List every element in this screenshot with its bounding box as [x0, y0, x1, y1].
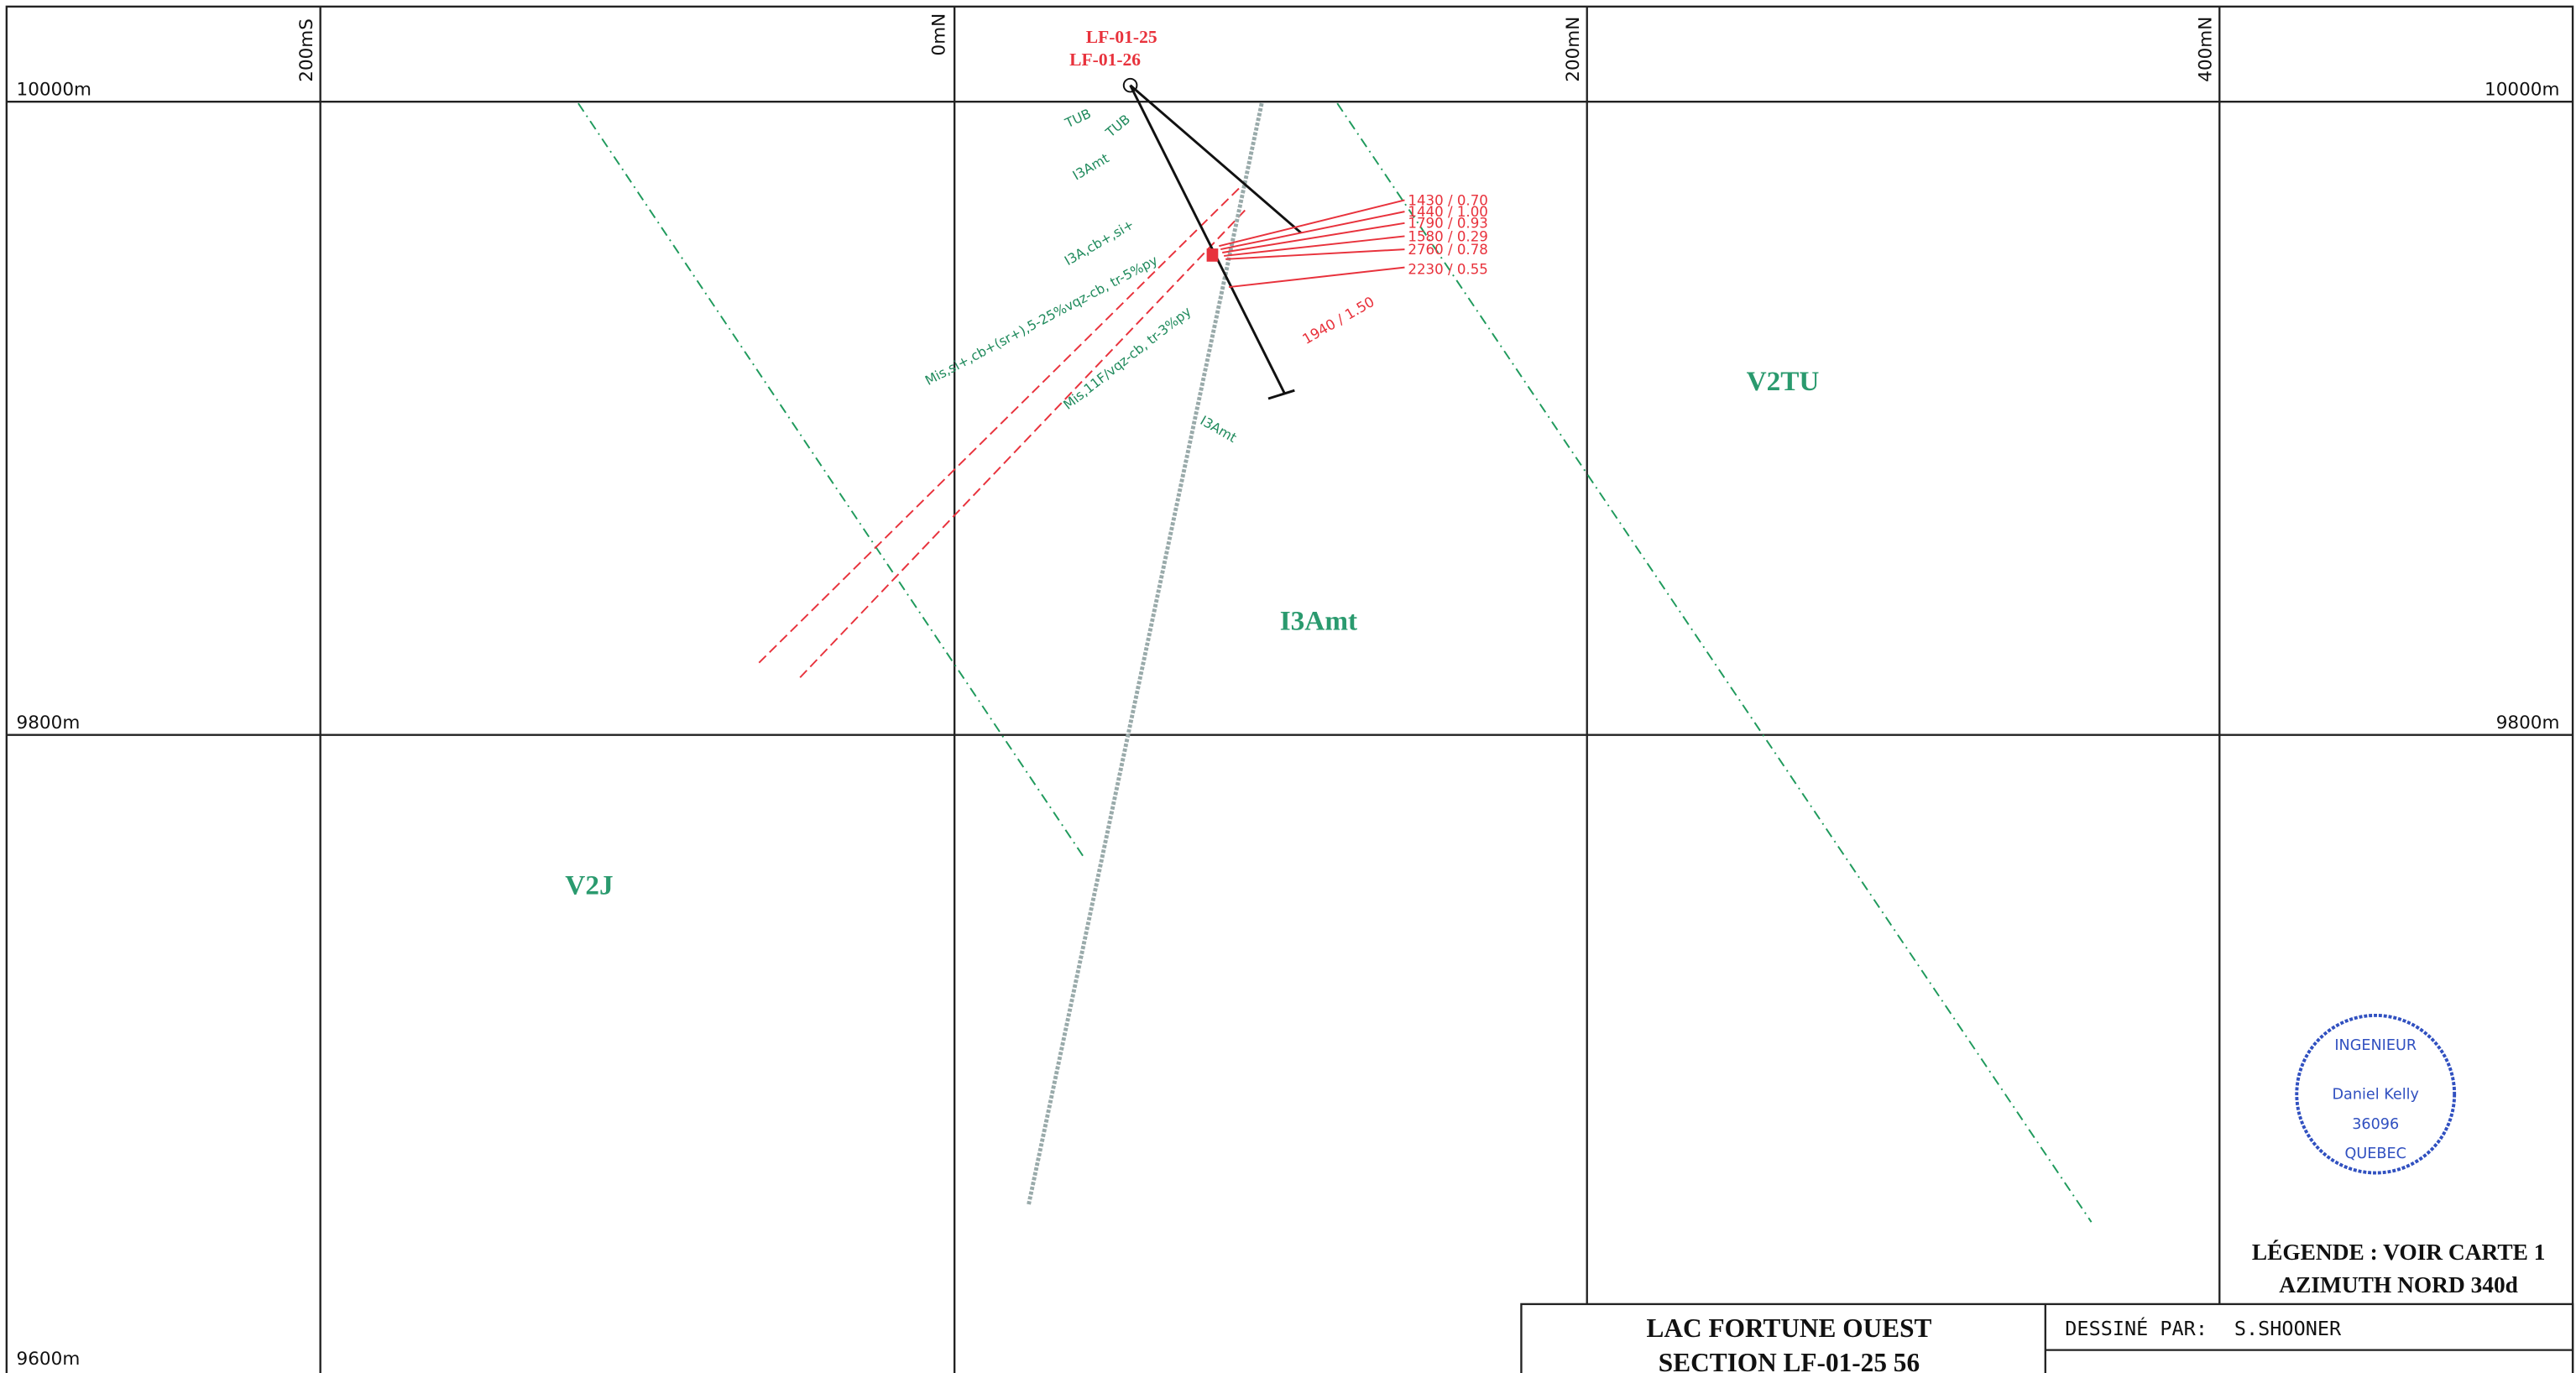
assay-label: 2760 / 0.78	[1408, 242, 1487, 258]
assay-label: 1790 / 0.93	[1408, 216, 1487, 232]
grid-labels: 200mS 0mN 200mN 400mN 10000m 9800m 9600m…	[17, 13, 2560, 1370]
zone	[758, 186, 1241, 664]
litho-label: TUB	[1062, 105, 1094, 131]
stamp-text: Daniel Kelly	[2332, 1087, 2418, 1104]
hole-end	[1267, 389, 1295, 400]
assay-label: 1440 / 1.00	[1408, 204, 1487, 220]
contact	[577, 102, 1085, 859]
litho-label: Mis,11F/vqz-cb, tr-3%py	[1060, 303, 1194, 412]
collar	[1122, 77, 1138, 93]
assay-label: 1430 / 0.70	[1408, 192, 1487, 208]
elevation-label: 10000m	[17, 79, 91, 100]
hole-label: LF-01-26	[1069, 50, 1141, 70]
elevation-label: 9800m	[2496, 713, 2560, 733]
elevation-label: 9600m	[17, 1349, 81, 1370]
unit-label: V2J	[565, 869, 613, 901]
litho-label: TUB	[1102, 111, 1133, 141]
northing-label: 200mN	[1563, 17, 1584, 82]
block-subtitle: SECTION LF-01-25 56	[1659, 1348, 1920, 1373]
assay-label: 2230 / 0.55	[1408, 261, 1487, 277]
legend-text: LÉGENDE : VOIR CARTE 1	[2252, 1240, 2546, 1265]
northing-label: 400mN	[2195, 17, 2216, 82]
drill-hole	[1129, 84, 1303, 234]
legend-text: AZIMUTH NORD 340d	[2279, 1272, 2518, 1297]
drawn-by-label: DESSINÉ PAR:	[2065, 1317, 2208, 1340]
elevation-label: 10000m	[2485, 79, 2559, 100]
hole-label: LF-01-25	[1086, 27, 1157, 47]
stamp-text: 36096	[2352, 1116, 2399, 1133]
unit-label: I3Amt	[1280, 606, 1357, 637]
title-block	[1520, 1303, 2574, 1373]
stamp-ring	[2295, 1013, 2457, 1175]
stamp: INGENIEUR Daniel Kelly 36096 QUEBEC	[2295, 1013, 2457, 1175]
stamp-text: QUEBEC	[2345, 1146, 2406, 1162]
border	[5, 5, 2574, 1373]
assay-labels: 1430 / 0.70 1440 / 1.00 1790 / 0.93 1580…	[1300, 192, 1488, 347]
northing-label: 200mS	[296, 18, 317, 82]
litho-label: I3A,cb+,si+	[1062, 217, 1137, 269]
northing-label: 0mN	[928, 13, 949, 56]
assay-label: 1940 / 1.50	[1300, 294, 1377, 347]
fault	[1026, 102, 1264, 1207]
unit-label: V2TU	[1747, 366, 1820, 397]
grid	[5, 5, 2574, 1373]
drill-hole	[1129, 84, 1286, 394]
zone	[799, 209, 1246, 678]
geology	[577, 77, 2093, 1223]
litho-label: I3Amt	[1198, 412, 1240, 446]
contact	[1336, 102, 2093, 1223]
assay-leaders	[1206, 199, 1405, 289]
elevation-label: 9800m	[17, 713, 81, 733]
lithology-labels: TUB TUB I3Amt I3A,cb+,si+ Mis,si+,cb+(sr…	[922, 105, 1240, 446]
block-title: LAC FORTUNE OUEST	[1647, 1313, 1932, 1343]
litho-label: I3Amt	[1070, 150, 1112, 184]
stamp-text: INGENIEUR	[2334, 1037, 2417, 1054]
assay-label: 1580 / 0.29	[1408, 228, 1487, 244]
drawn-by: S.SHOONER	[2234, 1317, 2342, 1340]
